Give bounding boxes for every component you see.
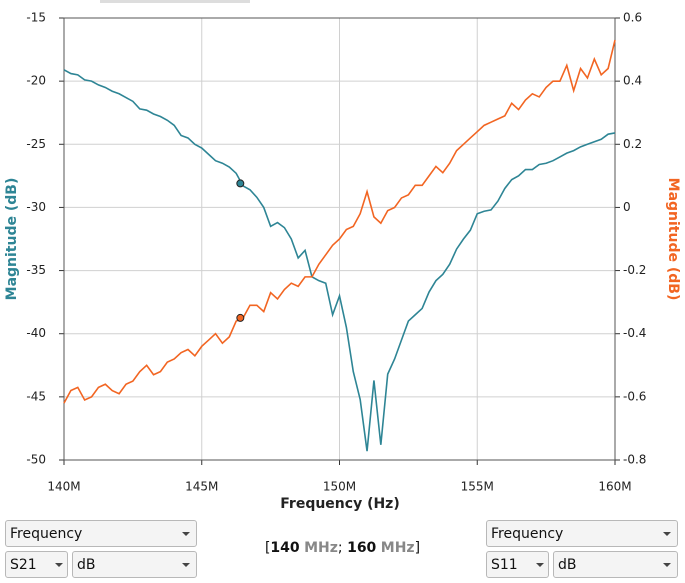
x-tick-label: 145M [185, 480, 218, 494]
y-tick-label: -35 [26, 263, 46, 277]
y2-tick-label: 0 [623, 200, 631, 214]
y-tick-label: -20 [26, 74, 46, 88]
y2-axis-label: Magnitude (dB) [665, 178, 681, 301]
y2-tick-label: 0.6 [623, 11, 642, 25]
frequency-range: [140 MHz; 160 MHz] [230, 540, 455, 556]
y2-tick-label: -0.6 [623, 389, 646, 403]
y-tick-label: -40 [26, 326, 46, 340]
y-tick-label: -30 [26, 200, 46, 214]
series-line [63, 39, 616, 404]
unit: MHz [304, 540, 338, 556]
bracket: [ [264, 540, 271, 556]
parameter-select[interactable]: S11 [486, 551, 549, 578]
parameter-select[interactable]: S21 [5, 551, 68, 578]
y2-tick-label: 0.4 [623, 74, 642, 88]
y2-tick-label: -0.8 [623, 453, 646, 467]
x-tick-label: 140M [47, 480, 80, 494]
bracket: ] [414, 540, 421, 556]
y2-tick-label: 0.2 [623, 137, 642, 151]
y2-tick-label: -0.4 [623, 326, 646, 340]
unit-select[interactable]: dB [72, 551, 197, 578]
y-tick-label: -25 [26, 137, 46, 151]
x-tick-label: 150M [323, 480, 356, 494]
y-tick-label: -45 [26, 389, 46, 403]
y-tick-label: -50 [26, 453, 46, 467]
y-axis-label: Magnitude (dB) [4, 178, 20, 301]
x-axis-select[interactable]: Frequency [5, 520, 197, 547]
range-end: 160 [347, 540, 377, 556]
unit-select[interactable]: dB [553, 551, 678, 578]
x-axis-label: Frequency (Hz) [280, 496, 399, 512]
range-start: 140 [270, 540, 300, 556]
y-tick-label: -15 [26, 11, 46, 25]
x-axis-select[interactable]: Frequency [486, 520, 678, 547]
unit: MHz [380, 540, 415, 556]
plot-frame [63, 17, 616, 461]
cursor-marker [236, 179, 245, 188]
series-line [63, 69, 616, 452]
x-tick-label: 160M [598, 480, 631, 494]
cursor-marker [236, 313, 245, 322]
x-tick-label: 155M [461, 480, 494, 494]
separator: ; [337, 540, 343, 556]
tab-edge [100, 0, 250, 3]
y2-tick-label: -0.2 [623, 263, 646, 277]
chart: Frequency (Hz) Magnitude (dB) Magnitude … [4, 0, 681, 512]
